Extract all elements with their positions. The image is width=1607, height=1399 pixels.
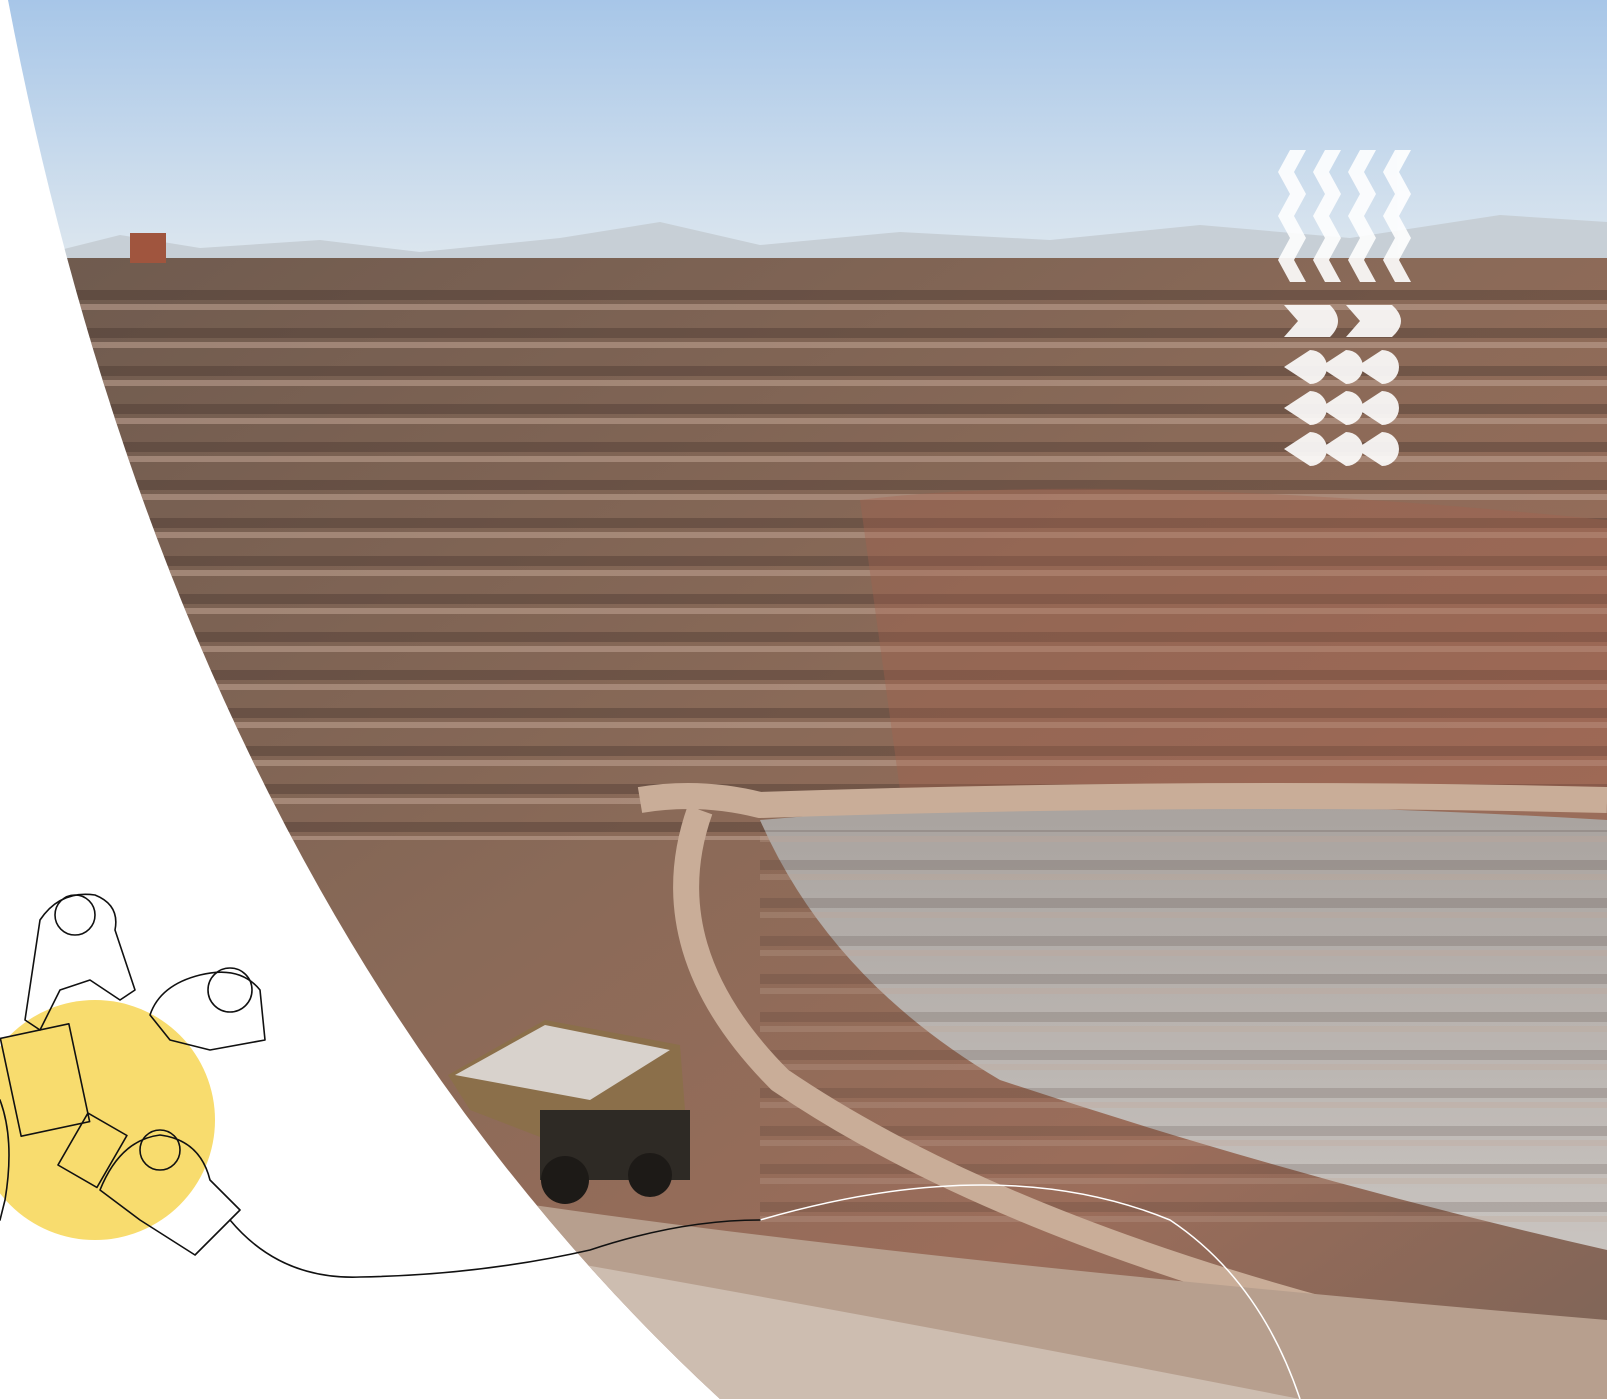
haul-truck [448,1020,690,1204]
foreground-rocks [500,1250,1300,1399]
lower-terraces [760,830,1607,1230]
head-bottom [139,1129,181,1171]
notebook [57,1112,128,1189]
connector-line [229,1219,761,1278]
team-illustration [0,893,761,1278]
paper [0,1023,91,1137]
person-left [0,1099,10,1221]
mountains [60,215,1607,270]
head-top [54,894,96,936]
head-right [207,967,253,1013]
haul-road [637,783,1607,1343]
zigzags [1278,150,1411,282]
person-bottom [99,1134,241,1256]
white-curve [759,1184,1301,1399]
building [130,233,166,263]
sky [8,0,1607,270]
decor-icons [1278,150,1411,466]
red-rock [860,488,1607,800]
arrows [1284,305,1401,337]
person-right [149,971,266,1051]
person-top [24,893,136,1031]
drops [1284,350,1399,466]
